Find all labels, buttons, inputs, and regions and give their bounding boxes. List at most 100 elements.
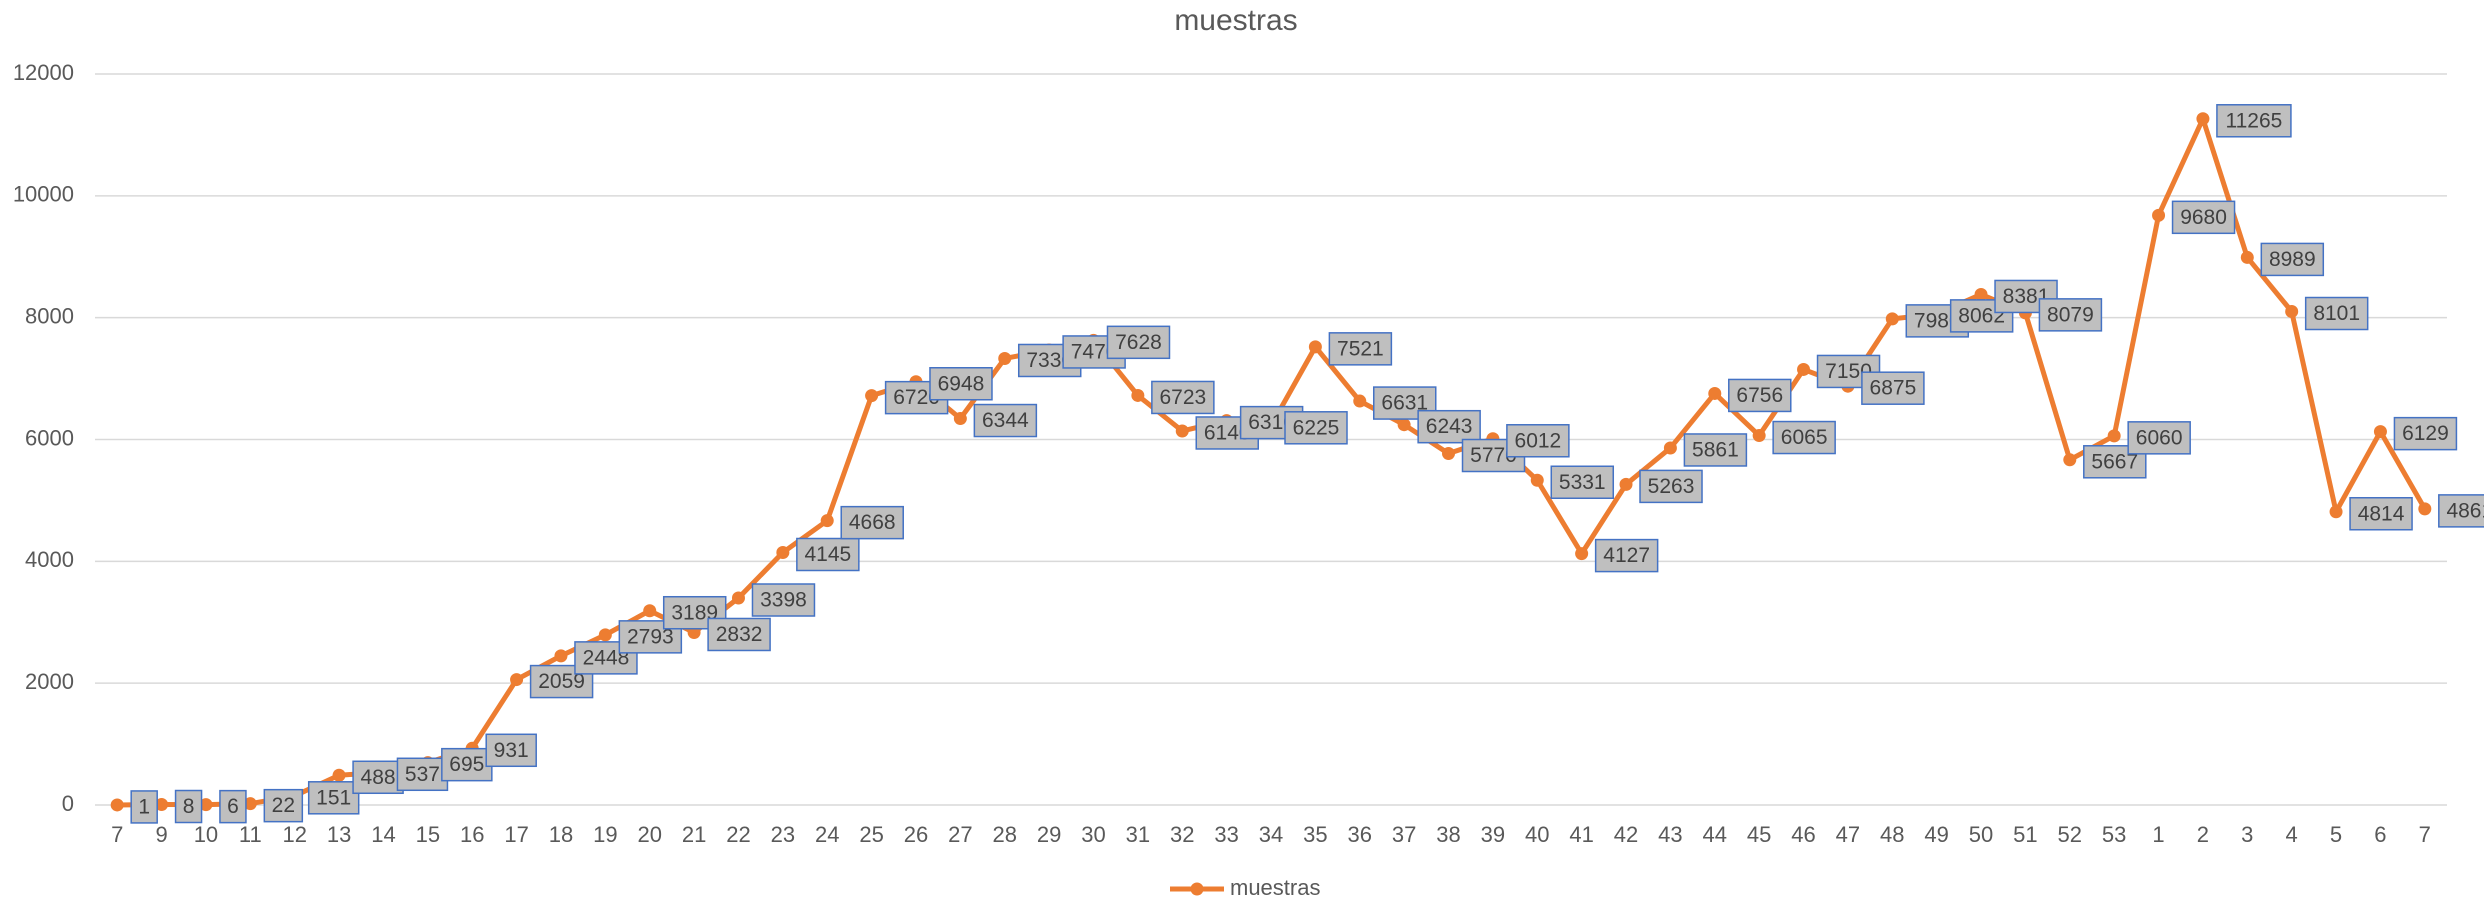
- data-label: 537: [405, 763, 440, 786]
- data-label: 7330: [1026, 349, 1073, 372]
- data-label-box: [1417, 409, 1481, 444]
- x-tick-label: 26: [904, 822, 928, 847]
- data-point: [2373, 425, 2387, 439]
- x-tick-label: 38: [1436, 822, 1460, 847]
- data-label-box: [1284, 411, 1348, 445]
- data-point: [731, 591, 745, 605]
- x-tick-label: 45: [1747, 822, 1771, 847]
- x-tick-label: 44: [1703, 822, 1727, 847]
- x-tick-label: 50: [1969, 822, 1993, 847]
- x-tick-label: 25: [859, 822, 883, 847]
- data-label: 6720: [893, 386, 940, 409]
- x-tick-label: 32: [1170, 822, 1194, 847]
- data-label: 11265: [2226, 109, 2283, 132]
- y-tick-label: 4000: [25, 547, 74, 572]
- y-tick-label: 2000: [25, 669, 74, 694]
- data-point: [1131, 388, 1145, 402]
- data-label-box: [973, 403, 1038, 438]
- data-point: [1752, 429, 1766, 443]
- x-tick-label: 51: [2013, 822, 2037, 847]
- data-label: 6948: [938, 372, 985, 395]
- data-label-box: [796, 537, 860, 572]
- data-label: 6631: [1381, 392, 1428, 415]
- x-tick-label: 15: [416, 822, 440, 847]
- data-point: [2196, 112, 2210, 126]
- x-tick-label: 39: [1481, 822, 1505, 847]
- data-label: 6243: [1426, 415, 1473, 438]
- data-label-group: 1: [130, 790, 158, 824]
- x-tick-label: 7: [111, 822, 123, 847]
- data-label-group: 6948: [929, 367, 993, 401]
- data-label-box: [263, 788, 304, 823]
- x-tick-label: 4: [2286, 822, 2298, 847]
- data-point: [1353, 394, 1367, 408]
- data-label-box: [840, 505, 904, 540]
- data-label-group: 2793: [618, 620, 683, 654]
- data-point: [2107, 429, 2121, 443]
- data-label-box: [751, 583, 816, 617]
- data-point: [1974, 287, 1988, 301]
- data-label-group: 6344: [973, 403, 1038, 438]
- data-label-box: [2438, 494, 2484, 528]
- data-label: 7980: [1914, 309, 1961, 332]
- x-tick-label: 13: [327, 822, 351, 847]
- x-tick-label: 52: [2058, 822, 2082, 847]
- x-tick-label: 12: [282, 822, 306, 847]
- data-label: 5861: [1692, 439, 1739, 462]
- data-label-box: [2127, 421, 2191, 455]
- data-point: [1885, 312, 1899, 326]
- legend-marker: [1190, 882, 1204, 896]
- data-line: [117, 116, 2427, 808]
- data-label: 4668: [849, 511, 896, 534]
- data-label-box: [2216, 104, 2292, 138]
- data-label-group: 6243: [1417, 409, 1481, 444]
- data-label-group: 6756: [1728, 378, 1792, 413]
- data-point: [820, 514, 834, 528]
- x-tick-label: 17: [504, 822, 528, 847]
- x-tick-label: 5: [2330, 822, 2342, 847]
- data-label-box: [1683, 433, 1748, 467]
- data-label: 6756: [1736, 384, 1783, 407]
- data-label: 6875: [1870, 377, 1917, 400]
- x-tick-label: 20: [637, 822, 661, 847]
- x-tick-label: 18: [549, 822, 573, 847]
- data-label: 6310: [1248, 411, 1295, 434]
- data-point: [199, 798, 213, 812]
- x-tick-label: 49: [1924, 822, 1948, 847]
- x-tick-label: 37: [1392, 822, 1416, 847]
- data-label-group: 6060: [2127, 421, 2191, 455]
- data-label: 6012: [1515, 429, 1562, 452]
- x-tick-label: 40: [1525, 822, 1549, 847]
- data-label-box: [1861, 371, 1925, 405]
- x-tick-label: 27: [948, 822, 972, 847]
- data-label: 3189: [671, 601, 718, 624]
- data-point: [2418, 502, 2432, 516]
- data-label-box: [2260, 242, 2325, 277]
- x-tick-label: 24: [815, 822, 839, 847]
- x-tick-label: 14: [371, 822, 395, 847]
- data-label-group: 6065: [1772, 420, 1836, 455]
- y-tick-label: 0: [62, 791, 74, 816]
- y-tick-label: 12000: [13, 60, 74, 85]
- data-label-group: 8079: [2038, 298, 2103, 332]
- data-label-group: 4145: [796, 537, 860, 572]
- data-point: [554, 649, 568, 663]
- data-label: 8062: [1958, 304, 2005, 327]
- data-label: 695: [449, 753, 484, 776]
- data-label-box: [707, 617, 771, 652]
- data-point: [510, 673, 524, 687]
- data-label-box: [618, 620, 683, 654]
- data-label: 6065: [1781, 426, 1828, 449]
- data-label: 4814: [2358, 502, 2405, 525]
- data-point: [110, 798, 124, 812]
- data-label-group: 488: [352, 760, 404, 795]
- x-tick-label: 3: [2241, 822, 2253, 847]
- data-label: 22: [272, 794, 295, 817]
- x-tick-label: 9: [155, 822, 167, 847]
- data-label-box: [441, 747, 493, 782]
- x-tick-label: 10: [194, 822, 218, 847]
- data-label-group: 11265: [2216, 104, 2292, 138]
- data-label-group: 6012: [1506, 424, 1570, 458]
- data-label-box: [1328, 332, 1393, 366]
- x-tick-label: 1: [2152, 822, 2164, 847]
